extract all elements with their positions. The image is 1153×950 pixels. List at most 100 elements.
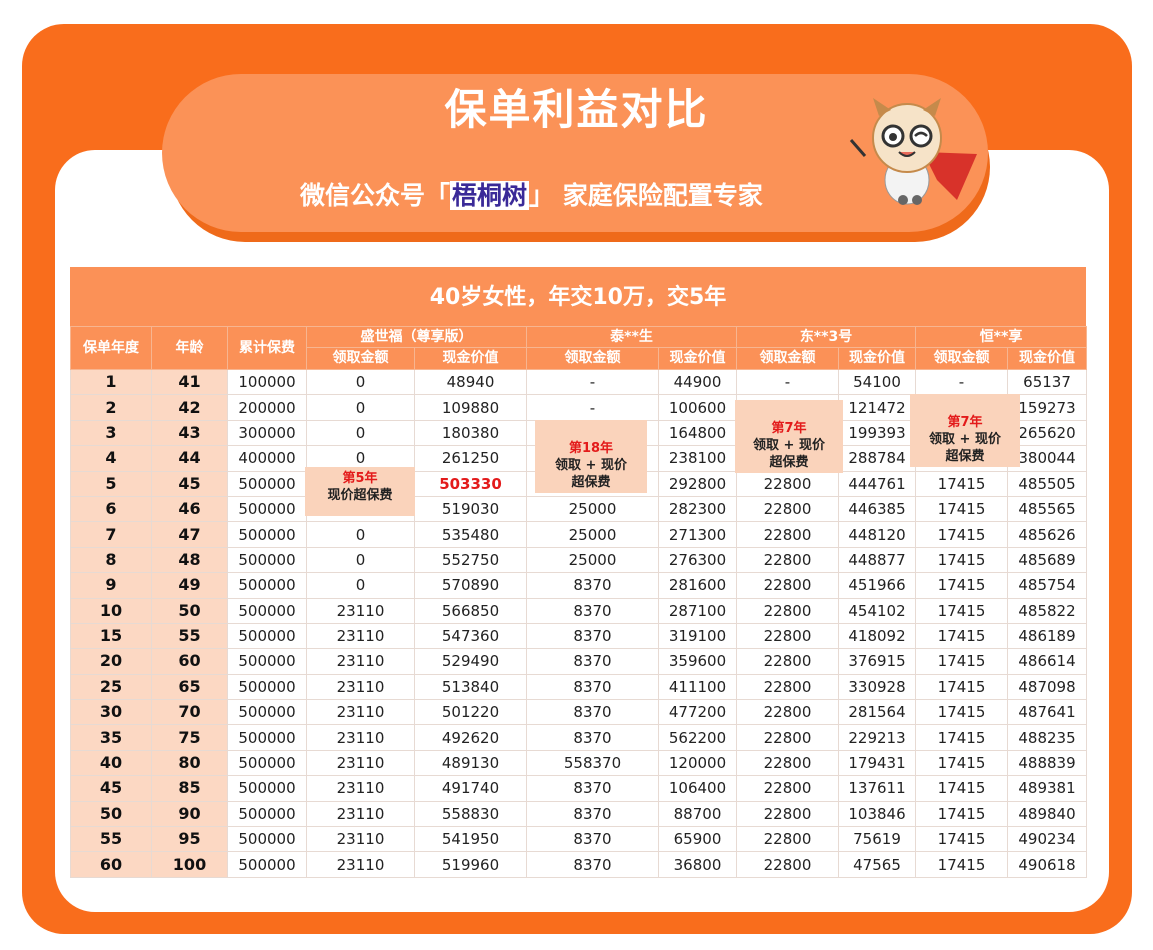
header-claim: 领取金额 (526, 347, 659, 370)
note-text: 领取 + 现价 超保费 (753, 438, 825, 470)
table-cell: 281564 (837, 699, 917, 726)
table-cell: 488839 (1007, 749, 1088, 777)
table-row: 1 41 100000 0 48940-44900-54100-65137 (70, 368, 1088, 396)
header-premium: 累计保费 (227, 326, 307, 370)
table-cell: 570890 (414, 572, 527, 599)
table-row: 6465000000519030250002823002280044638517… (70, 495, 1088, 523)
note-card: 第5年 现价超保费 (305, 467, 415, 516)
table-cell: 489840 (1007, 800, 1088, 828)
table-cell: 487098 (1007, 673, 1088, 701)
table-cell: 500000 (227, 648, 307, 675)
table-cell: 491740 (414, 775, 527, 802)
table-cell: 164800 (658, 419, 737, 447)
header-claim: 领取金额 (736, 347, 839, 370)
table-cell: 17415 (915, 673, 1009, 701)
cell-year: 35 (70, 724, 152, 751)
table-cell: 485822 (1007, 597, 1088, 624)
table-row: 25 65 500000 23110 513840 8370 411100 22800 3309… (70, 673, 1088, 701)
table-cell: 25000 (526, 521, 659, 548)
cell-age: 75 (151, 724, 228, 751)
note-text: 领取 + 现价 超保费 (555, 458, 627, 490)
table-cell: 23110 (306, 800, 415, 828)
table-cell: 23110 (306, 749, 415, 777)
header-age: 年龄 (151, 326, 228, 370)
header-product-2: 泰**生 (526, 326, 737, 348)
table-row: 60 100 500000 23110 519960 8370 36800 22800 4756… (70, 851, 1088, 878)
table-cell: 17415 (915, 495, 1009, 523)
cell-year: 1 (70, 368, 152, 396)
header-cash: 现金价值 (658, 347, 737, 370)
table-cell: 529490 (414, 648, 527, 675)
note-card: 第7年 领取 + 现价 超保费 (910, 394, 1020, 467)
table-cell: 8370 (526, 673, 659, 701)
table-cell: 513840 (414, 673, 527, 701)
table-cell: 500000 (227, 826, 307, 853)
cell-age: 80 (151, 749, 228, 777)
table-cell: 489130 (414, 749, 527, 777)
cell-year: 4 (70, 445, 152, 472)
table-cell: 23110 (306, 622, 415, 650)
subtitle-suffix: 」 家庭保险配置专家 (529, 181, 763, 210)
table-cell: - (526, 368, 659, 396)
table-cell: 180380 (414, 419, 527, 447)
table-cell: 17415 (915, 826, 1009, 853)
header-cash: 现金价值 (1007, 347, 1088, 370)
table-cell: 500000 (227, 851, 307, 878)
table-cell: 17415 (915, 622, 1009, 650)
table-cell: 23110 (306, 648, 415, 675)
table-cell: 500000 (227, 572, 307, 599)
cell-age: 44 (151, 445, 228, 472)
table-cell: 8370 (526, 826, 659, 853)
table-cell: 488235 (1007, 724, 1088, 751)
table-row: 35 75 500000 23110 492620 8370 562200 22800 2292… (70, 724, 1088, 751)
header-claim: 领取金额 (306, 347, 415, 370)
table-cell: 238100 (658, 445, 737, 472)
table-cell: 22800 (736, 521, 839, 548)
table-cell: 454102 (837, 597, 917, 624)
table-cell: 448120 (837, 521, 917, 548)
note-year: 第5年 (342, 471, 378, 486)
table-cell: 485626 (1007, 521, 1088, 548)
table-cell: 109880 (414, 394, 527, 421)
table-cell: 22800 (736, 699, 839, 726)
table-row: 15 55 500000 23110 547360 8370 319100 22800 4180… (70, 622, 1088, 650)
table-cell: 500000 (227, 622, 307, 650)
cell-year: 10 (70, 597, 152, 624)
table-cell: 17415 (915, 546, 1009, 574)
table-cell: 489381 (1007, 775, 1088, 802)
comparison-table: 40岁女性，年交10万，交5年 保单年度 年龄 累计保费 盛世福（尊享版） 泰*… (70, 267, 1088, 878)
table-cell: 500000 (227, 470, 307, 497)
table-cell: 17415 (915, 699, 1009, 726)
table-cell: 500000 (227, 546, 307, 574)
table-cell: 287100 (658, 597, 737, 624)
table-cell: 0 (306, 546, 415, 574)
cell-year: 5 (70, 470, 152, 497)
table-cell: 23110 (306, 724, 415, 751)
table-cell: 300000 (227, 419, 307, 447)
table-cell: 288784 (837, 445, 917, 472)
table-row: 20 60 500000 23110 529490 8370 359600 22800 3769… (70, 648, 1088, 675)
title-banner (162, 74, 988, 232)
table-cell: 500000 (227, 597, 307, 624)
cell-year: 40 (70, 749, 152, 777)
table-cell: 8370 (526, 724, 659, 751)
table-caption: 40岁女性，年交10万，交5年 (70, 267, 1086, 326)
table-cell: 103846 (837, 800, 917, 828)
table-cell: 54100 (837, 368, 917, 396)
table-cell: 17415 (915, 521, 1009, 548)
table-cell: 500000 (227, 673, 307, 701)
table-cell: 558370 (526, 749, 659, 777)
cell-age: 49 (151, 572, 228, 599)
note-year: 第7年 (947, 415, 983, 430)
table-cell: 200000 (227, 394, 307, 421)
table-cell: 44900 (658, 368, 737, 396)
table-cell: 446385 (837, 495, 917, 523)
table-cell: 8370 (526, 699, 659, 726)
table-cell: 519960 (414, 851, 527, 878)
cell-year: 2 (70, 394, 152, 421)
table-cell: 359600 (658, 648, 737, 675)
cell-age: 70 (151, 699, 228, 726)
note-year: 第18年 (568, 441, 614, 456)
table-cell: 552750 (414, 546, 527, 574)
table-cell: 376915 (837, 648, 917, 675)
